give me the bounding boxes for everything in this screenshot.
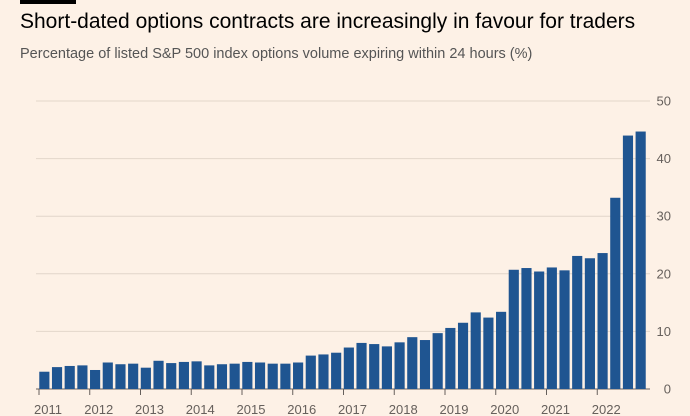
x-tick-label: 2017 xyxy=(338,402,367,416)
bar xyxy=(432,333,443,389)
x-tick-label: 2022 xyxy=(592,402,621,416)
bar xyxy=(102,362,113,389)
bar xyxy=(483,317,494,389)
bar xyxy=(470,312,481,389)
bar xyxy=(166,363,177,389)
bar xyxy=(394,342,405,389)
x-tick-label: 2021 xyxy=(541,402,570,416)
bar xyxy=(267,363,278,389)
bar xyxy=(572,255,583,389)
bar xyxy=(178,361,189,389)
x-tick-label: 2011 xyxy=(34,402,62,416)
x-tick-label: 2019 xyxy=(440,402,469,416)
bar xyxy=(381,346,392,389)
bar xyxy=(204,365,215,389)
bar xyxy=(128,363,139,389)
bar xyxy=(534,271,545,389)
y-tick-label: 40 xyxy=(657,151,671,166)
bar xyxy=(64,365,75,389)
bar xyxy=(597,253,608,389)
bar xyxy=(635,131,646,389)
bar xyxy=(622,135,634,389)
y-tick-label: 10 xyxy=(657,324,671,339)
bar xyxy=(496,311,507,389)
bar xyxy=(356,342,367,389)
bar xyxy=(115,364,126,389)
bar xyxy=(191,361,202,389)
bar xyxy=(305,355,316,389)
bar xyxy=(331,352,342,389)
bar xyxy=(369,344,380,389)
bar xyxy=(445,327,456,389)
chart-title: Short-dated options contracts are increa… xyxy=(20,10,636,33)
y-tick-label: 20 xyxy=(657,266,671,281)
bar xyxy=(343,347,354,389)
bar xyxy=(457,322,469,389)
x-tick-label: 2012 xyxy=(84,402,113,416)
x-tick-label: 2016 xyxy=(287,402,316,416)
bar xyxy=(419,340,431,389)
y-axis: 0 10 20 30 40 50 xyxy=(657,94,671,397)
bar xyxy=(216,364,228,389)
bar xyxy=(242,361,253,389)
bar xyxy=(610,197,621,389)
x-tick-label: 2018 xyxy=(389,402,418,416)
bar xyxy=(521,268,532,389)
y-tick-label: 50 xyxy=(657,94,671,109)
grid-layer xyxy=(36,100,650,390)
x-tick-label: 2014 xyxy=(186,402,215,416)
bar xyxy=(254,362,266,389)
x-axis: 2011 2012 2013 2014 2015 2016 2017 2018 2019 2020… xyxy=(34,389,621,416)
bar xyxy=(77,365,88,389)
chart-subtitle: Percentage of listed S&P 500 index optio… xyxy=(20,46,533,62)
bar xyxy=(39,371,50,389)
bar xyxy=(140,367,151,389)
bar xyxy=(51,367,63,389)
bar xyxy=(229,363,240,389)
y-tick-label: 30 xyxy=(657,209,671,224)
x-tick-label: 2013 xyxy=(135,402,164,416)
bar xyxy=(90,369,101,389)
bar xyxy=(508,269,519,389)
top-rule xyxy=(20,0,76,4)
bar xyxy=(318,354,329,389)
x-tick-label: 2020 xyxy=(490,402,519,416)
bar xyxy=(407,337,418,389)
bar xyxy=(293,362,304,389)
y-tick-label: 0 xyxy=(664,382,671,397)
bar xyxy=(559,270,570,389)
bar-layer xyxy=(39,131,646,389)
x-tick-label: 2015 xyxy=(237,402,266,416)
bar xyxy=(584,258,595,389)
bar xyxy=(153,360,164,389)
bar xyxy=(280,363,291,389)
bar xyxy=(546,267,557,389)
